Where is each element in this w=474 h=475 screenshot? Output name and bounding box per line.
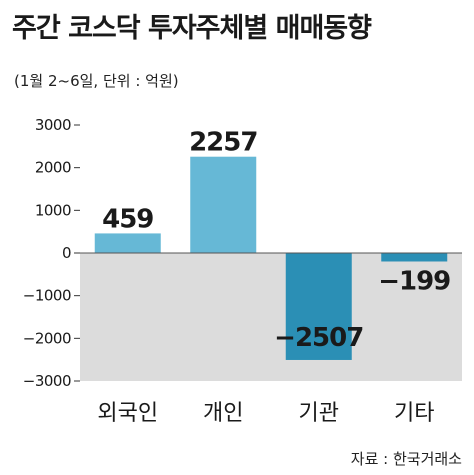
data-label: −199 [378, 266, 450, 296]
data-label: 2257 [189, 128, 257, 158]
data-label: −2507 [274, 323, 363, 353]
x-axis-categories: 외국인 개인 기관 기타 [97, 401, 434, 426]
y-tick-label: 3000 [35, 116, 71, 134]
source-note: 자료 : 한국거래소 [350, 450, 462, 468]
category-label: 기타 [394, 401, 434, 426]
y-tick-label: −2000 [23, 329, 71, 347]
y-tick-label: −1000 [23, 287, 71, 305]
y-tick-label: −3000 [23, 372, 71, 390]
category-label: 외국인 [97, 401, 158, 426]
y-tick-label: 0 [62, 244, 71, 262]
category-label: 기관 [299, 401, 339, 426]
chart-title: 주간 코스닥 투자주체별 매매동향 [12, 13, 372, 44]
data-label: 459 [102, 204, 153, 234]
bar [381, 253, 448, 262]
y-tick-label: 1000 [35, 201, 71, 219]
bar [190, 156, 257, 253]
category-label: 개인 [203, 401, 243, 426]
bars [94, 156, 448, 360]
y-axis-ticks: 3000 2000 1000 0 −1000 −2000 −3000 [23, 116, 80, 390]
chart-subtitle: (1월 2~6일, 단위 : 억원) [14, 72, 179, 90]
y-tick-label: 2000 [35, 159, 71, 177]
bar [285, 253, 352, 360]
negative-region-background [80, 253, 462, 381]
data-labels: 459 2257 −2507 −199 [102, 128, 451, 353]
bar [94, 233, 161, 253]
